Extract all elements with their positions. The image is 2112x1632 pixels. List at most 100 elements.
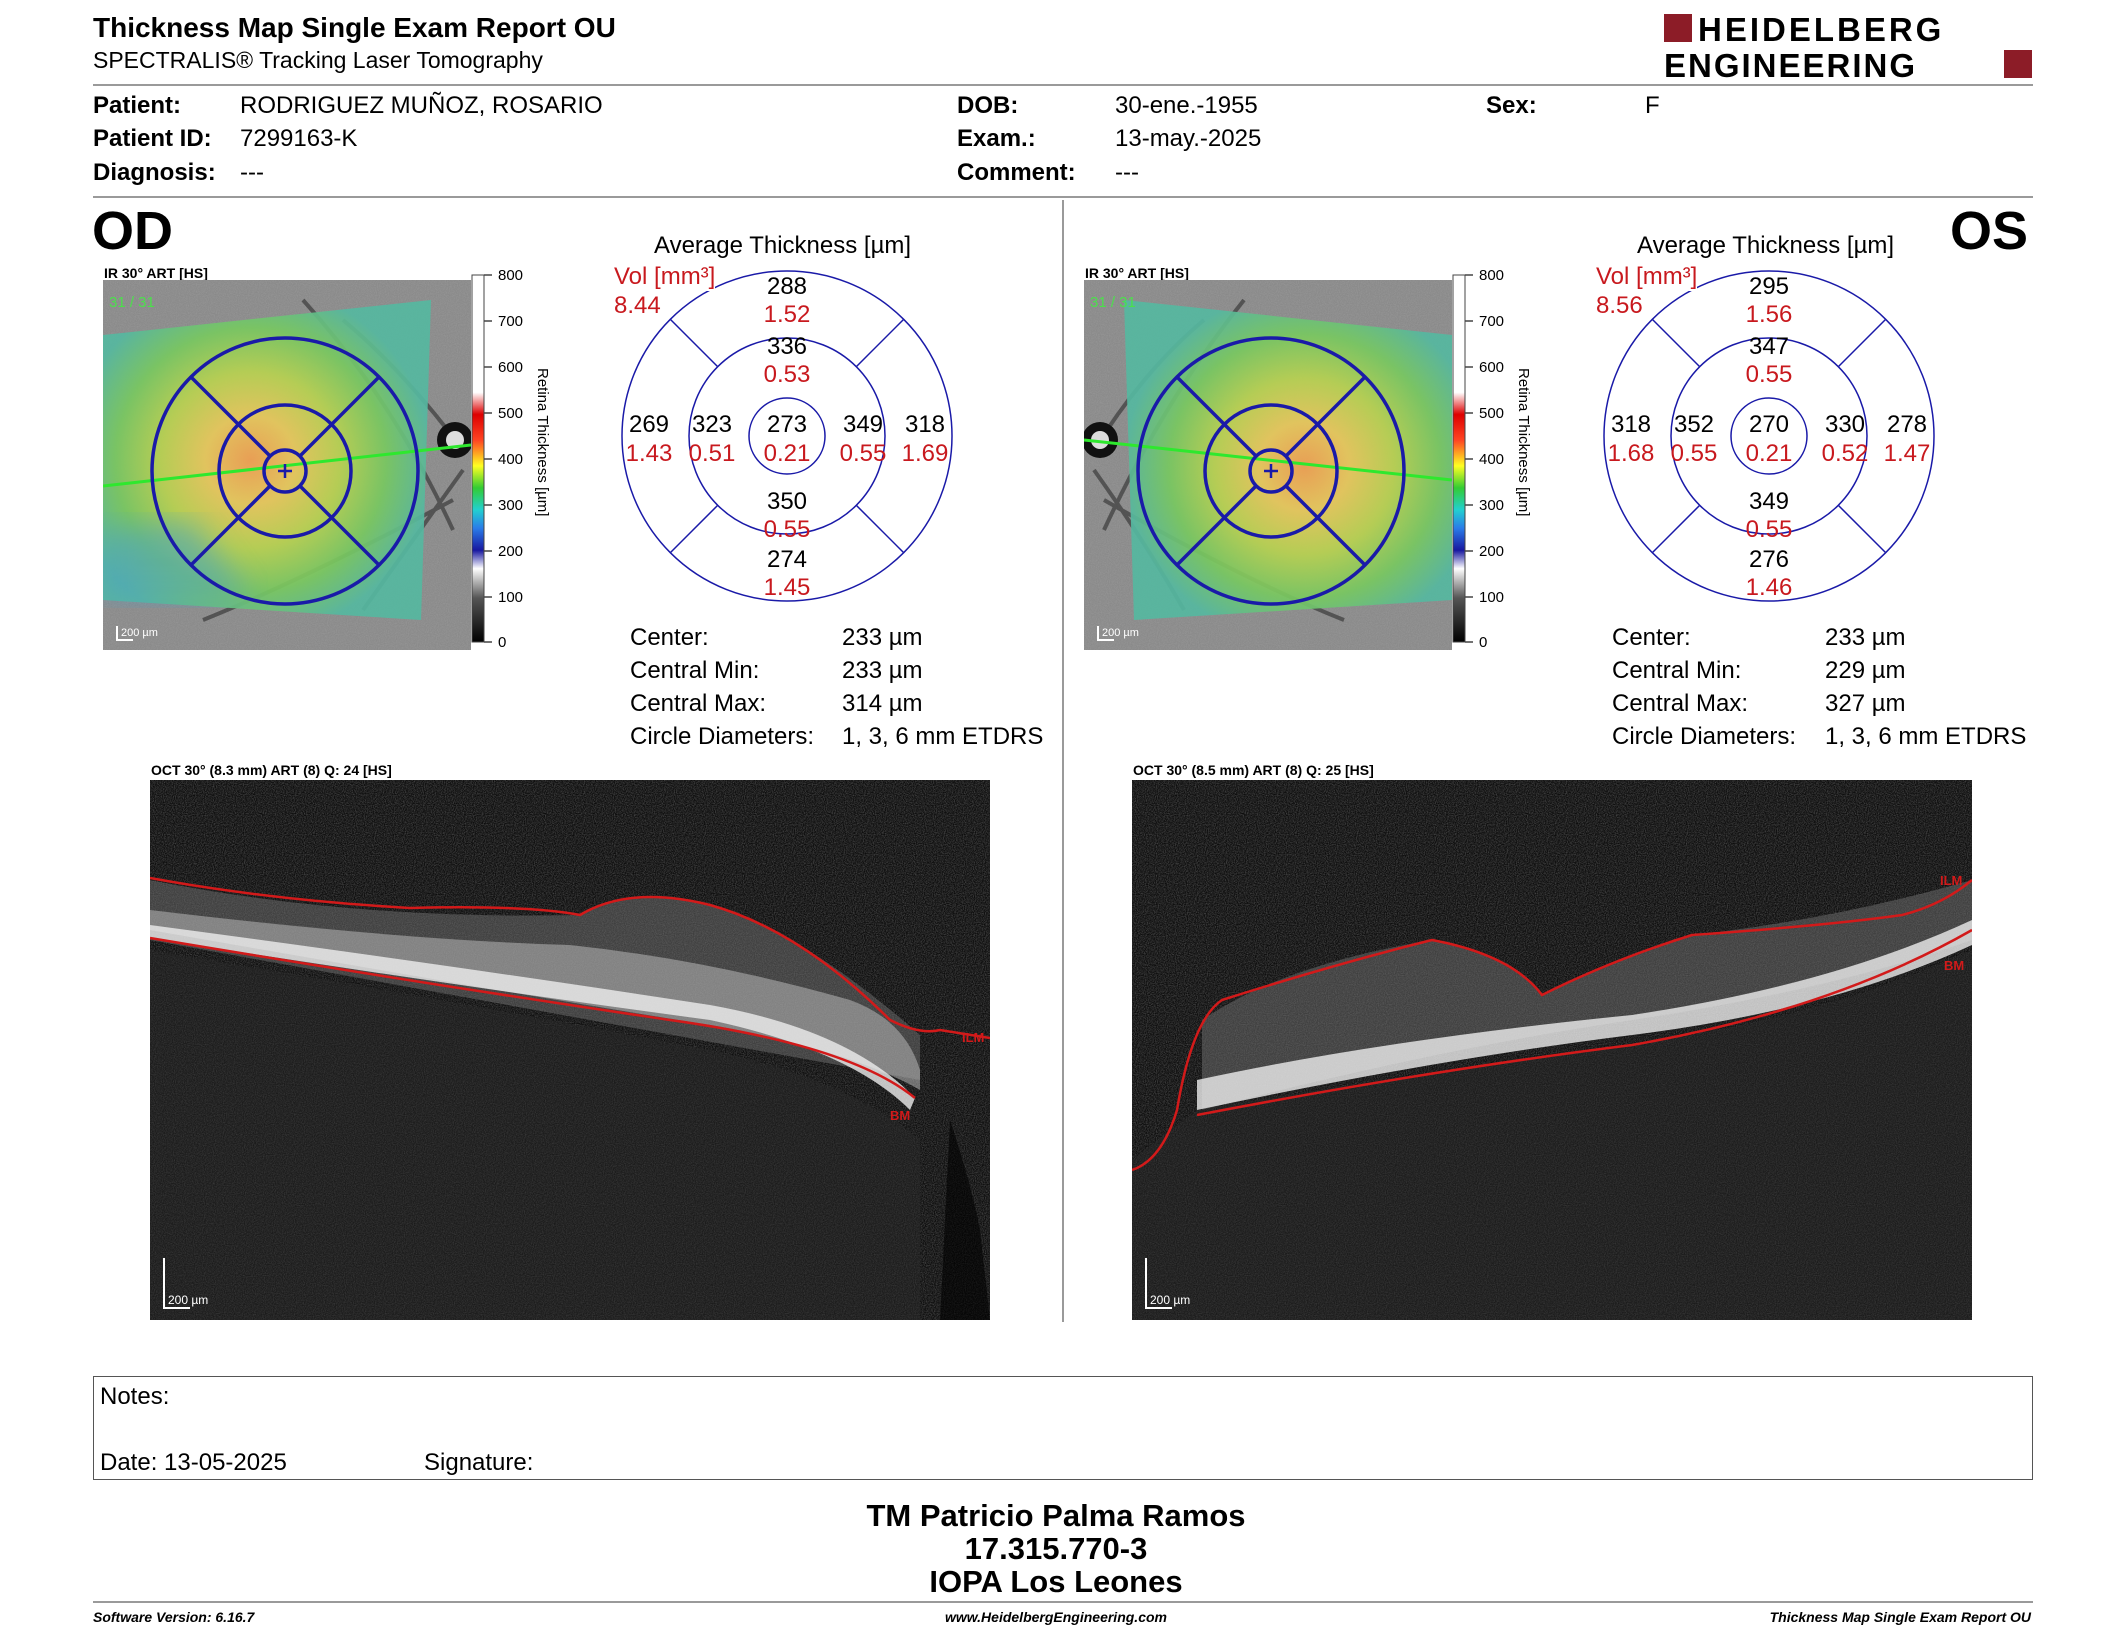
od-tick: 100 <box>498 589 523 606</box>
od-tick: 400 <box>498 451 523 468</box>
od-outer-bottom-volume: 1.45 <box>764 574 811 601</box>
od-inner-right-volume: 0.55 <box>840 440 887 467</box>
os-oct-label: OCT 30° (8.5 mm) ART (8) Q: 25 [HS] <box>1133 762 1374 778</box>
od-colorbar-label: Retina Thickness [µm] <box>534 368 551 516</box>
od-vol-label: Vol [mm³] <box>614 263 716 291</box>
od-diam-value: 1, 3, 6 mm ETDRS <box>842 723 1044 750</box>
os-outer-bottom-volume: 1.46 <box>1746 574 1793 601</box>
os-tick: 0 <box>1479 634 1487 651</box>
patient-id: 7299163-K <box>240 125 358 152</box>
os-inner-left-thickness: 352 <box>1674 411 1714 438</box>
notes-box[interactable]: Notes: Date: 13-05-2025 Signature: <box>93 1376 2033 1480</box>
logo-line1: HEIDELBERG <box>1698 12 1944 48</box>
os-diam-label: Circle Diameters: <box>1612 723 1797 750</box>
logo-line2: ENGINEERING <box>1664 47 1917 80</box>
patient-label: Patient: <box>93 92 182 119</box>
od-overlay-text: 31 / 31 <box>109 294 155 311</box>
od-oct-scale: 200 µm <box>168 1293 208 1307</box>
od-ilm-label: ILM <box>962 1030 984 1045</box>
os-inner-top-thickness: 347 <box>1749 333 1789 360</box>
os-fundus-scale: 200 µm <box>1102 627 1139 639</box>
eye-label-od: OD <box>92 201 173 261</box>
os-tick: 100 <box>1479 589 1504 606</box>
os-center-volume: 0.21 <box>1746 440 1793 467</box>
od-colorbar: 800 700 600 500 400 300 200 100 0 Retina… <box>468 267 603 653</box>
os-inner-bottom-volume: 0.55 <box>1746 516 1793 543</box>
patient-id-label: Patient ID: <box>93 125 212 152</box>
od-tick: 200 <box>498 543 523 560</box>
od-outer-left-volume: 1.43 <box>626 440 673 467</box>
os-tick: 400 <box>1479 451 1504 468</box>
os-tick: 300 <box>1479 497 1504 514</box>
od-max-label: Central Max: <box>630 690 767 717</box>
diagnosis-label: Diagnosis: <box>93 159 216 186</box>
od-fundus-label: IR 30° ART [HS] <box>104 265 208 281</box>
od-outer-right-thickness: 318 <box>905 411 945 438</box>
od-oct-label: OCT 30° (8.3 mm) ART (8) Q: 24 [HS] <box>151 762 392 778</box>
report-subtitle: SPECTRALIS® Tracking Laser Tomography <box>93 47 543 73</box>
dob-label: DOB: <box>957 92 1019 119</box>
od-tick: 300 <box>498 497 523 514</box>
os-outer-left-thickness: 318 <box>1611 411 1651 438</box>
od-min-label: Central Min: <box>630 657 760 684</box>
os-tick: 600 <box>1479 359 1504 376</box>
signer-name: TM Patricio Palma Ramos <box>866 1498 1246 1533</box>
od-inner-bottom-thickness: 350 <box>767 488 807 515</box>
os-overlay-text: 31 / 31 <box>1090 294 1136 311</box>
od-outer-bottom-thickness: 274 <box>767 546 807 573</box>
os-colorbar-label: Retina Thickness [µm] <box>1515 368 1532 516</box>
comment-label: Comment: <box>957 159 1076 186</box>
os-ilm-label: ILM <box>1940 873 1962 888</box>
od-outer-right-volume: 1.69 <box>902 440 949 467</box>
patient-name: RODRIGUEZ MUÑOZ, ROSARIO <box>240 92 603 119</box>
od-diam-label: Circle Diameters: <box>630 723 815 750</box>
os-colorbar: 800 700 600 500 400 300 200 100 0 Retina… <box>1449 267 1584 653</box>
os-outer-top-volume: 1.56 <box>1746 301 1793 328</box>
od-inner-bottom-volume: 0.55 <box>764 516 811 543</box>
od-inner-top-thickness: 336 <box>767 333 807 360</box>
os-bm-label: BM <box>1944 958 1964 973</box>
footer-divider <box>93 1601 2033 1603</box>
od-inner-left-volume: 0.51 <box>689 440 736 467</box>
os-tick: 200 <box>1479 543 1504 560</box>
os-outer-left-volume: 1.68 <box>1608 440 1655 467</box>
os-thickness-map: 31 / 31 200 µm <box>1082 280 1453 650</box>
od-outer-top-volume: 1.52 <box>764 301 811 328</box>
od-min-value: 233 µm <box>842 657 923 684</box>
os-outer-right-volume: 1.47 <box>1884 440 1931 467</box>
os-inner-right-volume: 0.52 <box>1822 440 1869 467</box>
od-tick: 700 <box>498 313 523 330</box>
dob-value: 30-ene.-1955 <box>1115 92 1258 119</box>
os-outer-top-thickness: 295 <box>1749 273 1789 300</box>
os-center-thickness: 270 <box>1749 411 1789 438</box>
diagnosis-value: --- <box>240 159 264 186</box>
od-oct-bscan: ILM BM 200 µm <box>150 780 990 1320</box>
od-fundus-scale: 200 µm <box>121 627 158 639</box>
website-link[interactable]: www.HeidelbergEngineering.com <box>945 1609 1167 1625</box>
os-vol-total: 8.56 <box>1596 292 1643 319</box>
sex-value: F <box>1645 92 1660 119</box>
comment-value: --- <box>1115 159 1139 186</box>
od-max-value: 314 µm <box>842 690 923 717</box>
od-outer-left-thickness: 269 <box>629 411 669 438</box>
od-center-thickness: 273 <box>767 411 807 438</box>
software-version: Software Version: 6.16.7 <box>93 1609 255 1625</box>
header-divider <box>93 84 2033 86</box>
eye-divider <box>1062 200 1064 1322</box>
signature-label: Signature: <box>424 1449 534 1476</box>
os-oct-scale: 200 µm <box>1150 1293 1190 1307</box>
notes-label: Notes: <box>100 1383 170 1410</box>
os-inner-left-volume: 0.55 <box>1671 440 1718 467</box>
os-outer-bottom-thickness: 276 <box>1749 546 1789 573</box>
od-thickness-map: 31 / 31 200 µm <box>102 280 473 650</box>
od-inner-top-volume: 0.53 <box>764 361 811 388</box>
od-vol-total: 8.44 <box>614 292 661 319</box>
exam-date: 13-may.-2025 <box>1115 125 1262 152</box>
signer-rut: 17.315.770-3 <box>964 1531 1148 1566</box>
os-max-value: 327 µm <box>1825 690 1906 717</box>
os-diam-value: 1, 3, 6 mm ETDRS <box>1825 723 2027 750</box>
os-min-label: Central Min: <box>1612 657 1742 684</box>
od-bm-label: BM <box>890 1108 910 1123</box>
os-inner-top-volume: 0.55 <box>1746 361 1793 388</box>
os-vol-label: Vol [mm³] <box>1596 263 1698 291</box>
